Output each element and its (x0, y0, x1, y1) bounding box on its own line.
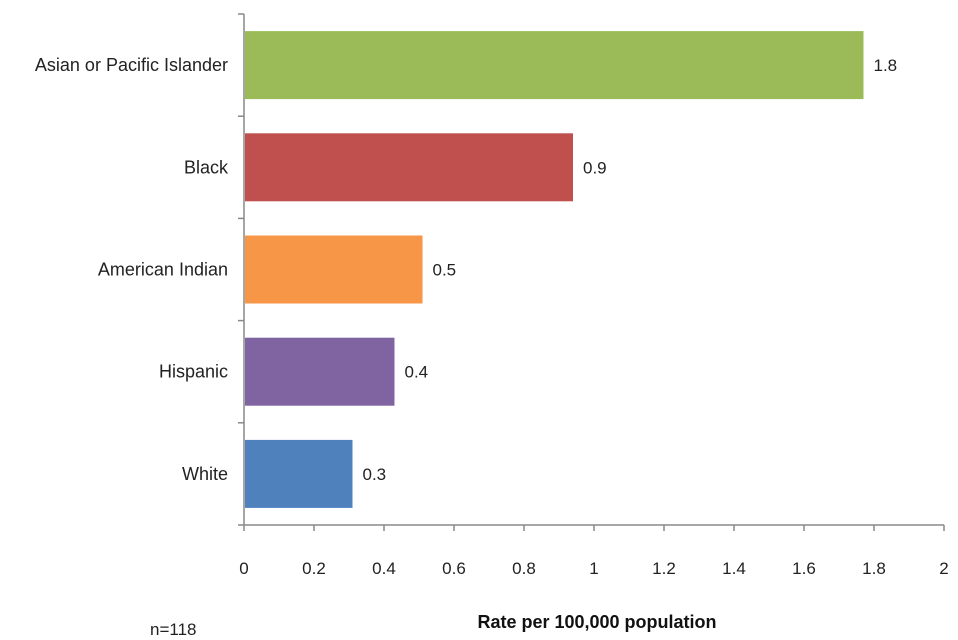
y-axis-ticks (238, 13, 244, 526)
category-label: White (182, 464, 228, 484)
x-tick-label: 1.2 (652, 559, 676, 578)
sample-size-note: n=118 (150, 620, 197, 639)
category-label: Hispanic (159, 362, 228, 382)
value-label: 0.3 (363, 465, 387, 484)
x-tick-label: 0 (239, 559, 248, 578)
value-label: 1.8 (874, 56, 898, 75)
x-tick-label: 0.8 (512, 559, 536, 578)
bar-hispanic (245, 337, 395, 406)
category-label: Black (184, 157, 229, 177)
x-tick-label: 1.4 (722, 559, 746, 578)
value-label: 0.4 (405, 363, 429, 382)
bar-asian-or-pacific-islander (245, 31, 864, 100)
x-tick-label: 0.4 (372, 559, 396, 578)
value-label: 0.5 (433, 261, 457, 280)
value-label: 0.9 (583, 158, 607, 177)
x-tick-label: 0.6 (442, 559, 466, 578)
x-tick-label: 1.6 (792, 559, 816, 578)
bar-american-indian (245, 235, 423, 304)
bar-black (245, 133, 573, 202)
x-tick-label: 2 (939, 559, 948, 578)
category-labels: Asian or Pacific Islander Black American I… (35, 55, 229, 484)
category-label: Asian or Pacific Islander (35, 55, 228, 75)
category-label: American Indian (98, 260, 228, 280)
bars-group (245, 31, 864, 508)
x-axis-ticks: 0 0.2 0.4 0.6 0.8 1 1.2 1.4 1.6 1.8 2 (239, 525, 949, 578)
x-tick-label: 1 (589, 559, 598, 578)
x-tick-label: 1.8 (862, 559, 886, 578)
value-labels: 1.8 0.9 0.5 0.4 0.3 (363, 56, 898, 484)
bar-white (245, 439, 353, 508)
x-tick-label: 0.2 (302, 559, 326, 578)
x-axis-title: Rate per 100,000 population (477, 612, 716, 632)
